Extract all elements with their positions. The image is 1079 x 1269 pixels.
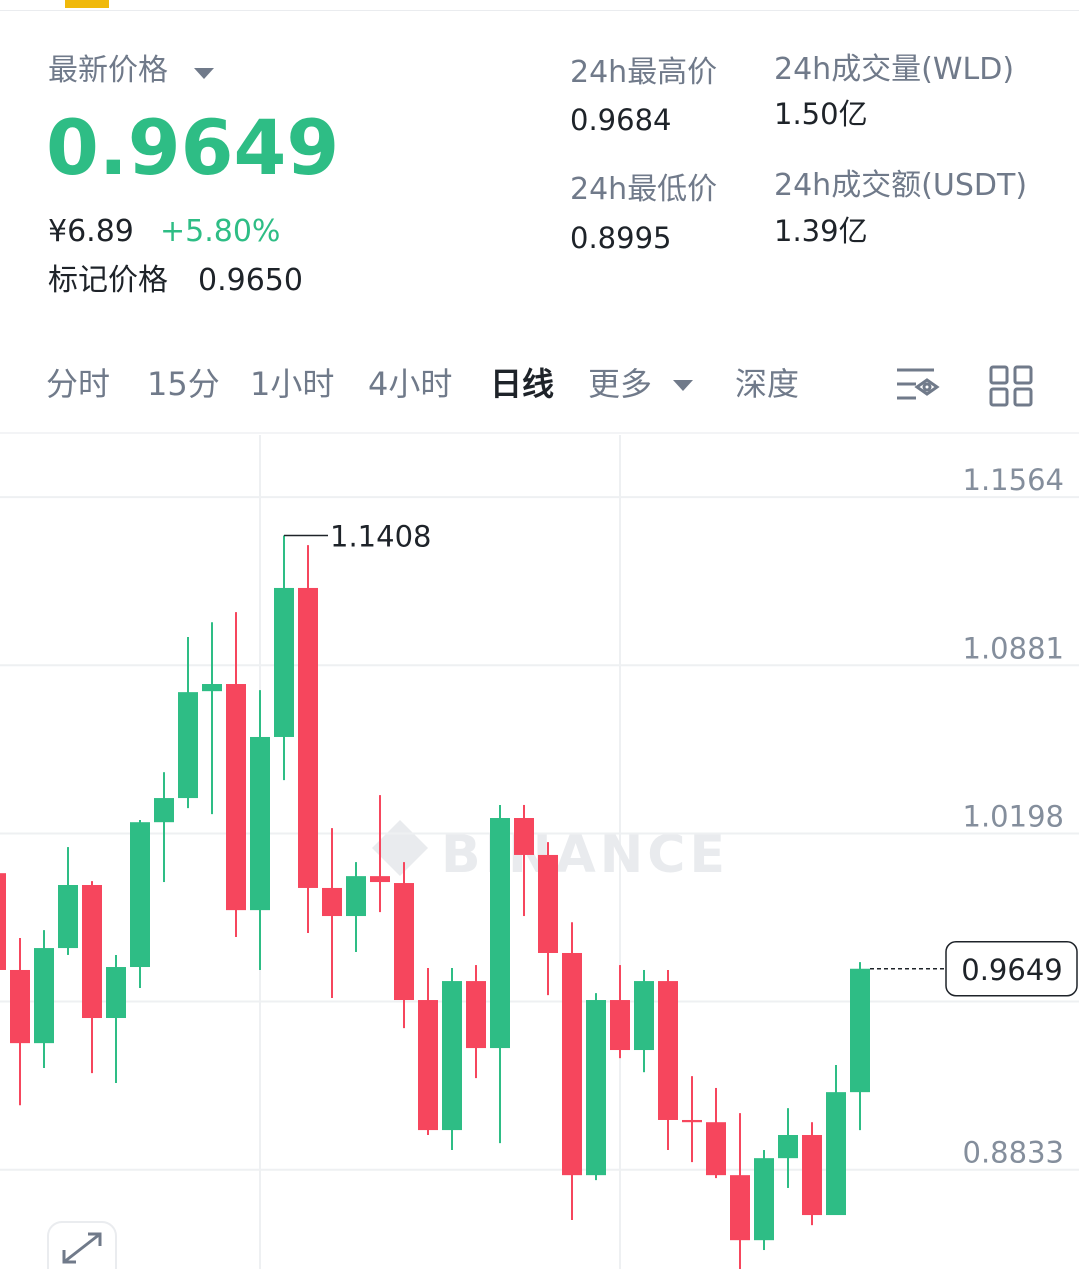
candle-body <box>802 1135 822 1216</box>
candle-body <box>826 1092 846 1216</box>
stat-value: 1.50亿 <box>774 97 868 131</box>
candle-body <box>82 885 102 1019</box>
stat-label: 24h最低价 <box>570 172 718 207</box>
candle-body <box>586 1000 606 1176</box>
candle-body <box>514 818 534 855</box>
expand-button[interactable] <box>46 1220 120 1269</box>
candle-body <box>442 981 462 1131</box>
candle-body <box>154 798 174 823</box>
price-change: +5.80% <box>160 214 281 249</box>
candle-body <box>202 684 222 692</box>
last-price: 0.9649 <box>46 103 340 192</box>
stat-label: 24h成交量(WLD) <box>774 52 1015 87</box>
candle-body <box>778 1135 798 1159</box>
candle-body <box>466 981 486 1049</box>
dropdown-arrow <box>194 68 214 79</box>
timeframe-tab[interactable]: 深度 <box>735 365 800 403</box>
candle-body <box>538 854 558 953</box>
candlestick-chart: BINANCE 1.15641.08811.01980.95160.88331.… <box>0 435 1079 1269</box>
candle-body <box>0 873 6 970</box>
timeframe-tab[interactable]: 15分 <box>147 365 220 403</box>
stat-value: 1.39亿 <box>774 214 868 248</box>
candle-body <box>58 885 78 949</box>
candle-body <box>322 887 342 917</box>
last-price-box <box>945 941 1078 997</box>
candle-body <box>106 967 126 1019</box>
timeframe-tab[interactable]: 1小时 <box>250 365 335 403</box>
indicator-settings-icon[interactable] <box>894 364 942 408</box>
tab-indicator <box>65 0 109 8</box>
last-price-label: 0.9649 <box>961 953 1062 987</box>
timeframe-tab[interactable]: 分时 <box>46 365 111 403</box>
candle-body <box>178 692 198 799</box>
y-tick-label: 1.0881 <box>963 631 1064 665</box>
candle-body <box>634 981 654 1051</box>
timeframe-tab[interactable]: 更多 <box>588 365 653 403</box>
mark-price: 0.9650 <box>198 263 303 298</box>
candle-body <box>250 736 270 911</box>
top-divider <box>0 10 1079 11</box>
stat-label: 24h成交额(USDT) <box>774 168 1028 203</box>
stat-label: 24h最高价 <box>570 55 718 90</box>
price-label[interactable]: 最新价格 <box>48 53 168 88</box>
candle-body <box>394 883 414 1001</box>
layout-icon[interactable] <box>988 364 1034 408</box>
max-label: 1.1408 <box>330 519 431 553</box>
stat-value: 0.8995 <box>570 221 672 255</box>
candle-body <box>850 968 870 1093</box>
watermark: BINANCE <box>441 825 729 885</box>
candle-body <box>610 1000 630 1051</box>
y-tick-label: 0.8833 <box>963 1136 1064 1170</box>
candle-body <box>130 822 150 968</box>
candle-body <box>754 1158 774 1241</box>
candle-body <box>562 952 582 1176</box>
candle-body <box>226 684 246 911</box>
candle-body <box>10 969 30 1044</box>
mark-label: 标记价格 <box>48 263 168 298</box>
y-tick-label: 1.0198 <box>963 800 1064 834</box>
candle-body <box>370 876 390 883</box>
candle-body <box>658 981 678 1120</box>
candle-body <box>730 1175 750 1241</box>
timeframe-tab[interactable]: 日线 <box>490 365 555 403</box>
tabs-divider <box>0 432 1079 434</box>
candle-body <box>346 876 366 917</box>
stat-value: 0.9684 <box>570 103 672 137</box>
candle-body <box>682 1119 702 1123</box>
more-arrow <box>673 380 693 391</box>
candle-body <box>34 948 54 1044</box>
y-tick-label: 1.1564 <box>963 463 1064 497</box>
candle-body <box>490 818 510 1049</box>
candle-body <box>418 1000 438 1131</box>
cny-price: ¥6.89 <box>48 214 134 249</box>
candle-body <box>298 587 318 888</box>
candle-body <box>706 1122 726 1176</box>
candle-body <box>274 587 294 737</box>
timeframe-tab[interactable]: 4小时 <box>368 365 453 403</box>
